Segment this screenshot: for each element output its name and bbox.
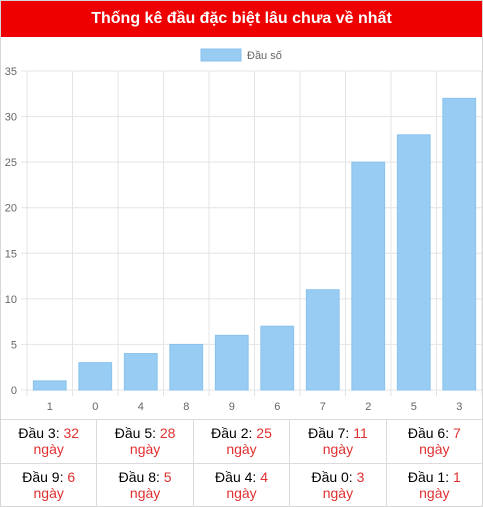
x-tick-label: 7 [320,401,326,413]
stat-value: 5 [163,469,172,485]
stat-value: 6 [67,469,76,485]
stats-table: Đầu 3: 32 ngày Đầu 5: 28 ngày Đầu 2: 25 … [1,419,482,507]
bar [396,134,431,391]
y-tick-label: 20 [5,203,17,215]
stat-unit: ngày [33,441,64,457]
x-tick-label: 8 [183,401,189,413]
stat-value: 3 [356,469,365,485]
stat-label: Đầu 5: [114,425,160,441]
bar [169,343,204,391]
stat-label: Đầu 8: [118,469,164,485]
stat-label: Đầu 4: [215,469,261,485]
stats-row: Đầu 3: 32 ngày Đầu 5: 28 ngày Đầu 2: 25 … [1,420,482,463]
stat-cell: Đầu 0: 3 ngày [289,464,385,507]
stat-value: 25 [256,425,272,441]
bar [78,362,113,391]
stat-label: Đầu 0: [311,469,357,485]
stat-unit: ngày [419,485,450,501]
x-tick-label: 1 [47,401,53,413]
x-tick-label: 9 [229,401,235,413]
stat-unit: ngày [129,485,161,501]
stat-cell: Đầu 1: 1 ngày [385,464,482,507]
stat-cell: Đầu 2: 25 ngày [192,420,289,463]
bar [351,161,386,391]
stat-unit: ngày [33,485,64,501]
y-tick-label: 0 [11,385,17,397]
stat-cell: Đầu 3: 32 ngày [1,420,96,463]
stat-cell: Đầu 8: 5 ngày [96,464,192,507]
x-tick-label: 2 [365,401,371,413]
stat-value: 28 [159,425,176,441]
bar [260,325,295,391]
stat-unit: ngày [322,441,354,457]
stat-label: Đầu 9: [22,469,68,485]
y-tick-label: 35 [5,66,17,78]
x-tick-label: 4 [138,401,144,413]
stat-unit: ngày [129,441,161,457]
page-title: Thống kê đầu đặc biệt lâu chưa về nhất [1,1,482,37]
bar [442,97,477,391]
x-tick-label: 6 [274,401,280,413]
stat-cell: Đầu 6: 7 ngày [385,420,482,463]
legend-swatch [200,48,242,62]
x-tick-label: 5 [411,401,417,413]
bar [305,289,340,391]
stat-value: 1 [453,469,461,485]
stat-label: Đầu 6: [407,425,453,441]
stat-value: 4 [260,469,268,485]
bar [214,334,249,391]
stat-label: Đầu 2: [211,425,257,441]
legend-label: Đầu số [247,50,282,62]
stat-unit: ngày [226,441,257,457]
y-tick-label: 5 [11,339,17,351]
y-tick-label: 10 [5,294,17,306]
stat-unit: ngày [419,441,450,457]
stat-unit: ngày [226,485,257,501]
stat-value: 32 [63,425,80,441]
bar [32,380,67,391]
y-tick-label: 25 [5,157,17,169]
stat-label: Đầu 7: [308,425,354,441]
stat-value: 7 [453,425,461,441]
x-tick-label: 0 [92,401,98,413]
stats-row: Đầu 9: 6 ngày Đầu 8: 5 ngày Đầu 4: 4 ngà… [1,463,482,507]
stat-cell: Đầu 9: 6 ngày [1,464,96,507]
x-tick-label: 3 [456,401,462,413]
y-tick-label: 15 [5,248,17,260]
stat-unit: ngày [322,485,354,501]
stat-cell: Đầu 5: 28 ngày [96,420,192,463]
stat-value: 11 [353,425,368,441]
y-tick-label: 30 [5,112,17,124]
stat-label: Đầu 3: [18,425,64,441]
stat-cell: Đầu 4: 4 ngày [192,464,289,507]
bar-chart: 0 5 10 15 20 25 30 35 1 0 4 8 9 6 7 2 5 3 Đầu số [1,37,482,419]
bar [123,353,158,391]
stat-label: Đầu 1: [407,469,453,485]
stat-cell: Đầu 7: 11 ngày [289,420,385,463]
